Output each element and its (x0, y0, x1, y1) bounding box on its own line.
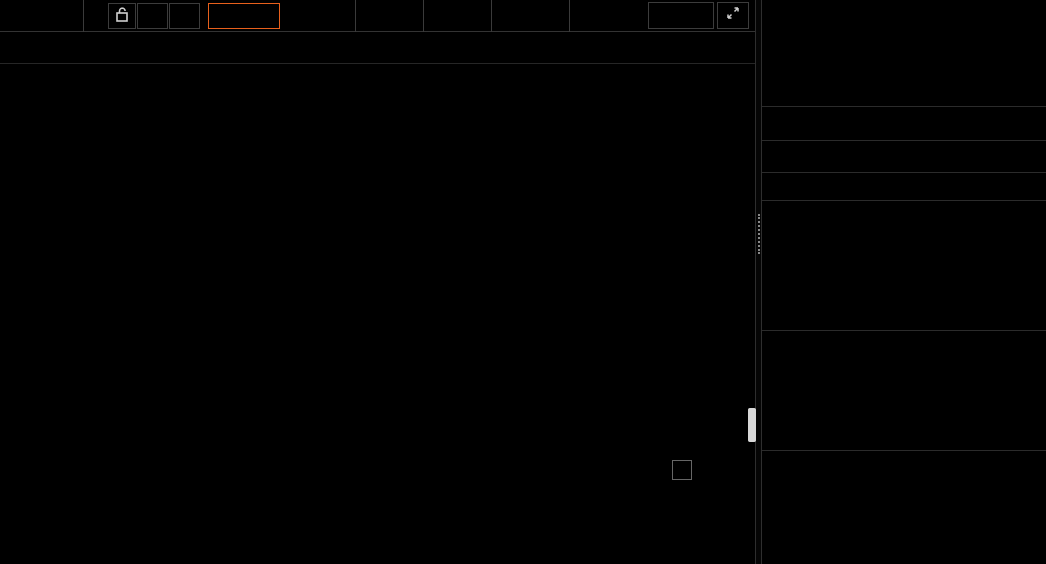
chips-button[interactable] (358, 0, 424, 32)
draw-line-button[interactable] (426, 0, 492, 32)
weibi-row (762, 144, 1046, 170)
unlock-icon (115, 7, 129, 24)
ask-row-5[interactable] (762, 203, 1046, 228)
panel-grip[interactable] (758, 214, 760, 254)
close-indicator-button[interactable] (672, 460, 692, 480)
ask-row-3[interactable] (762, 253, 1046, 278)
stats-row-5 (762, 560, 1046, 564)
stats-row-4 (762, 533, 1046, 560)
candlestick-chart[interactable] (0, 64, 756, 453)
quote-panel (762, 0, 1046, 564)
simple-mode-button[interactable] (572, 0, 644, 32)
zoom-out-button[interactable] (169, 3, 200, 29)
expand-icon (725, 5, 741, 22)
stats-row-2 (762, 479, 1046, 506)
toolbar (0, 0, 756, 32)
ask-row-4[interactable] (762, 228, 1046, 253)
bid-row-1[interactable] (762, 333, 1046, 358)
fuquan-menu[interactable] (208, 3, 280, 29)
period-menu[interactable] (0, 0, 84, 32)
bid-row-4[interactable] (762, 408, 1046, 433)
panel-divider (755, 0, 762, 564)
sub-toolbar (0, 32, 756, 64)
ma-settings-menu[interactable] (567, 32, 571, 64)
stats-row-1 (762, 452, 1046, 479)
bid-row-3[interactable] (762, 383, 1046, 408)
fullscreen-button[interactable] (717, 2, 749, 29)
volume-indicator-header (0, 456, 756, 484)
ask-row-2[interactable] (762, 278, 1046, 303)
lock-button[interactable] (108, 3, 136, 29)
stats-row-3 (762, 506, 1046, 533)
overlay-menu[interactable] (288, 0, 356, 32)
display-menu[interactable] (494, 0, 570, 32)
hide-button[interactable] (648, 2, 714, 29)
panel-resize-handle[interactable] (748, 408, 756, 442)
bid-row-2[interactable] (762, 358, 1046, 383)
quote-header (762, 0, 1046, 44)
ask-row-1[interactable] (762, 303, 1046, 328)
trade-status-row (762, 112, 1046, 138)
zoom-in-button[interactable] (137, 3, 168, 29)
